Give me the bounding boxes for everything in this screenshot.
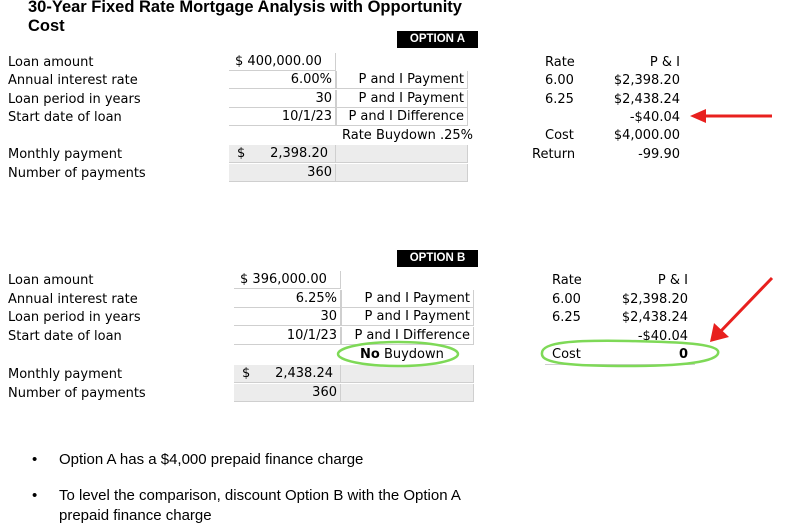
- loan-amount-value: 400,000.00: [247, 54, 322, 69]
- side-rate-value: 6.25: [545, 92, 574, 107]
- side-cost-label: Cost: [552, 347, 581, 362]
- label-monthly-payment: Monthly payment: [8, 367, 123, 382]
- currency-symbol: $: [240, 272, 249, 287]
- red-arrow-icon: [710, 276, 774, 342]
- side-pi-value: $2,398.20: [613, 73, 680, 88]
- label-start-date: Start date of loan: [8, 110, 122, 125]
- highlight-circle-icon: [336, 340, 460, 368]
- loan-amount-cell: $ 400,000.00: [229, 53, 336, 71]
- note-pi-payment: P and I Payment: [336, 90, 468, 108]
- bullet-text: To level the comparison, discount Option…: [59, 487, 461, 524]
- label-loan-period: Loan period in years: [8, 310, 141, 325]
- label-loan-amount: Loan amount: [8, 273, 94, 288]
- label-interest-rate: Annual interest rate: [8, 73, 138, 88]
- note-pi-payment: P and I Payment: [341, 308, 474, 326]
- side-pi-header: P & I: [657, 273, 688, 288]
- label-interest-rate: Annual interest rate: [8, 292, 138, 307]
- bullet-dot: •: [32, 487, 38, 504]
- number-payments-value: 360: [234, 384, 341, 402]
- monthly-payment-cell: $ 2,398.20: [229, 145, 336, 163]
- note-no-buydown: No Buydown: [360, 345, 444, 364]
- start-date-value: 10/1/23: [234, 327, 341, 345]
- page-title: 30-Year Fixed Rate Mortgage Analysis wit…: [28, 0, 462, 35]
- label-start-date: Start date of loan: [8, 329, 122, 344]
- highlight-circle-icon: [540, 339, 720, 368]
- empty-cell: [341, 384, 474, 402]
- note-pi-difference: P and I Difference: [341, 327, 474, 345]
- loan-period-value: 30: [234, 308, 341, 326]
- note-pi-payment: P and I Payment: [336, 71, 468, 89]
- loan-amount-cell: $ 396,000.00: [234, 271, 341, 289]
- side-rate-value: 6.00: [545, 73, 574, 88]
- monthly-payment-value: 2,398.20: [270, 146, 328, 161]
- side-cost-value: 0: [678, 347, 688, 362]
- side-rate-header: Rate: [552, 273, 582, 288]
- side-difference-value: -$40.04: [629, 110, 680, 125]
- side-rate-header: Rate: [545, 55, 575, 70]
- label-loan-period: Loan period in years: [8, 92, 141, 107]
- currency-symbol: $: [235, 54, 244, 69]
- loan-period-value: 30: [229, 90, 336, 108]
- currency-symbol: $: [242, 366, 251, 381]
- divider: [545, 364, 695, 365]
- loan-amount-value: 396,000.00: [252, 272, 327, 287]
- monthly-payment-value: 2,438.24: [275, 366, 333, 381]
- label-number-payments: Number of payments: [8, 166, 146, 181]
- start-date-value: 10/1/23: [229, 108, 336, 126]
- label-monthly-payment: Monthly payment: [8, 147, 123, 162]
- side-pi-header: P & I: [649, 55, 680, 70]
- side-pi-value: $2,438.24: [613, 92, 680, 107]
- empty-cell: [336, 164, 468, 182]
- number-payments-value: 360: [229, 164, 336, 182]
- no-buydown-rest: Buydown: [379, 347, 444, 362]
- interest-rate-value: 6.00%: [229, 71, 336, 89]
- side-rate-value: 6.25: [552, 310, 581, 325]
- side-return-value: -99.90: [638, 147, 680, 162]
- label-loan-amount: Loan amount: [8, 55, 94, 70]
- currency-symbol: $: [237, 146, 246, 161]
- side-pi-value: $2,438.24: [621, 310, 688, 325]
- red-arrow-icon: [690, 109, 772, 123]
- side-cost-label: Cost: [545, 128, 574, 143]
- option-a-tag: OPTION A: [397, 31, 478, 48]
- note-rate-buydown: Rate Buydown .25%: [342, 128, 474, 143]
- option-b-tag: OPTION B: [397, 250, 478, 267]
- note-pi-difference: P and I Difference: [336, 108, 468, 126]
- interest-rate-value: 6.25%: [234, 290, 341, 308]
- bullet-dot: •: [32, 451, 38, 468]
- no-buydown-bold: No: [360, 347, 380, 362]
- side-pi-value: $2,398.20: [621, 292, 688, 307]
- side-rate-value: 6.00: [552, 292, 581, 307]
- empty-cell: [336, 145, 468, 163]
- side-cost-value: $4,000.00: [613, 128, 680, 143]
- monthly-payment-cell: $ 2,438.24: [234, 365, 341, 383]
- note-pi-payment: P and I Payment: [341, 290, 474, 308]
- empty-cell: [341, 365, 474, 383]
- side-return-label: Return: [532, 147, 576, 162]
- bullet-text: Option A has a $4,000 prepaid finance ch…: [59, 451, 364, 468]
- label-number-payments: Number of payments: [8, 386, 146, 401]
